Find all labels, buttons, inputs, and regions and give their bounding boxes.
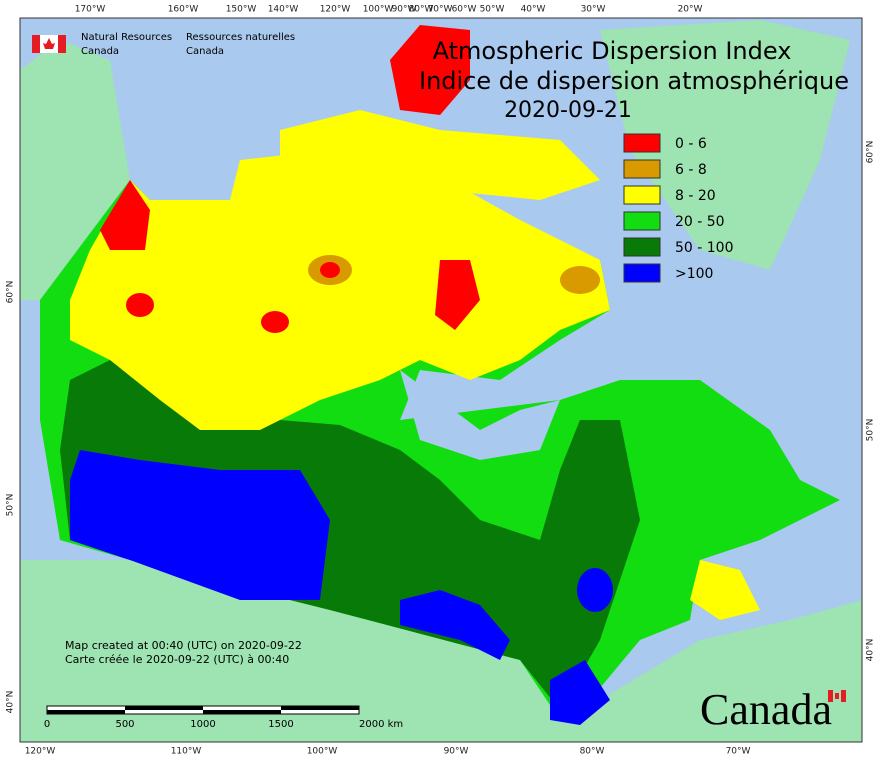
wordmark-flag (841, 690, 846, 702)
lon-label: 30°W (581, 5, 606, 15)
greenland (600, 20, 850, 270)
wordmark: Canada (700, 685, 832, 734)
legend-swatch (623, 159, 661, 179)
lon-label: 80°W (580, 747, 605, 757)
lat-label: 50°N (6, 494, 16, 517)
legend-label: 0 - 6 (675, 136, 707, 152)
zone-100-plus (550, 660, 610, 725)
zone-0-6 (261, 311, 289, 333)
lon-label: 160°W (168, 5, 199, 15)
scale-labels: 0 500 1000 1500 2000 km (44, 719, 403, 730)
lat-label: 40°N (6, 691, 16, 714)
zone-0-6 (320, 262, 340, 278)
scale-seg (203, 710, 281, 714)
scale-label: 0 (44, 719, 50, 730)
alaska (20, 40, 130, 300)
title-en: Atmospheric Dispersion Index (433, 37, 792, 65)
lon-label: 60°W (452, 5, 477, 15)
lon-label: 170°W (75, 5, 106, 15)
lat-label: 60°N (6, 281, 16, 304)
scale-label: 2000 km (359, 719, 403, 730)
zone-100-plus (577, 568, 613, 612)
zone-8-20 (70, 150, 610, 430)
scale-seg (281, 706, 359, 710)
zone-100-plus (70, 450, 330, 600)
zone-0-6 (126, 293, 154, 317)
usa (20, 560, 862, 742)
lon-label: 80°W (409, 5, 434, 15)
legend: 0 - 6 6 - 8 8 - 20 20 - 50 50 - 100 >100 (623, 133, 734, 283)
flag-bar (58, 35, 66, 53)
note: Carte créée le 2020-09-22 (UTC) à 00:40 (65, 653, 289, 666)
lon-label: 20°W (678, 5, 703, 15)
lon-label: 40°W (521, 5, 546, 15)
lon-label: 70°W (428, 5, 453, 15)
lat-label: 50°N (866, 419, 876, 442)
scale-seg (125, 706, 203, 710)
legend-label: 8 - 20 (675, 188, 716, 204)
zone-0-6-baffin (435, 260, 480, 330)
zone-8-20-maritimes (690, 560, 760, 620)
lon-label: 120°W (320, 5, 351, 15)
legend-label: 50 - 100 (675, 240, 734, 256)
scale-label: 500 (115, 719, 134, 730)
legend-swatch (623, 211, 661, 231)
lon-label: 90°W (392, 5, 417, 15)
zone-0-6-yukon (100, 180, 150, 250)
title-fr: Indice de dispersion atmosphérique (419, 67, 849, 95)
lon-label: 50°W (480, 5, 505, 15)
scale-label: 1500 (268, 719, 293, 730)
lon-label: 110°W (171, 747, 202, 757)
lat-label: 60°N (866, 141, 876, 164)
note: Map created at 00:40 (UTC) on 2020-09-22 (65, 639, 302, 652)
wordmark-flag (828, 690, 833, 702)
legend-swatch (623, 237, 661, 257)
lon-label: 100°W (363, 5, 394, 15)
legend-swatch (623, 263, 661, 283)
agency-en: Canada (81, 46, 119, 57)
lat-label: 40°N (866, 639, 876, 662)
flag-leaf (43, 38, 55, 49)
legend-label: 20 - 50 (675, 214, 725, 230)
zone-100-plus (400, 590, 510, 660)
zone-0-6-ellesmere (390, 25, 470, 115)
graticule-labels: 170°W 160°W 150°W 140°W 120°W 100°W90°W80°W70… (6, 5, 876, 757)
lon-label: 140°W (268, 5, 299, 15)
frame (19, 17, 863, 743)
legend-swatch (623, 185, 661, 205)
lon-label: 70°W (726, 747, 751, 757)
agency-fr: Canada (186, 46, 224, 57)
lon-label: 100°W (307, 747, 338, 757)
lon-label: 150°W (226, 5, 257, 15)
legend-label: >100 (675, 266, 713, 282)
legend-label: 6 - 8 (675, 162, 707, 178)
zone-8-20-arctic (280, 110, 600, 200)
wordmark-flag (835, 693, 839, 699)
agency-fr: Ressources naturelles (186, 32, 295, 43)
lon-label: 90°W (444, 747, 469, 757)
flag-bar (32, 35, 40, 53)
title-date: 2020-09-21 (504, 98, 632, 123)
legend-swatch (623, 133, 661, 153)
scale-seg (47, 710, 125, 714)
hudson-bay (400, 370, 560, 460)
lon-label: 120°W (25, 747, 56, 757)
scale-label: 1000 (190, 719, 215, 730)
zone-6-8 (560, 266, 600, 294)
agency-en: Natural Resources (81, 32, 172, 43)
